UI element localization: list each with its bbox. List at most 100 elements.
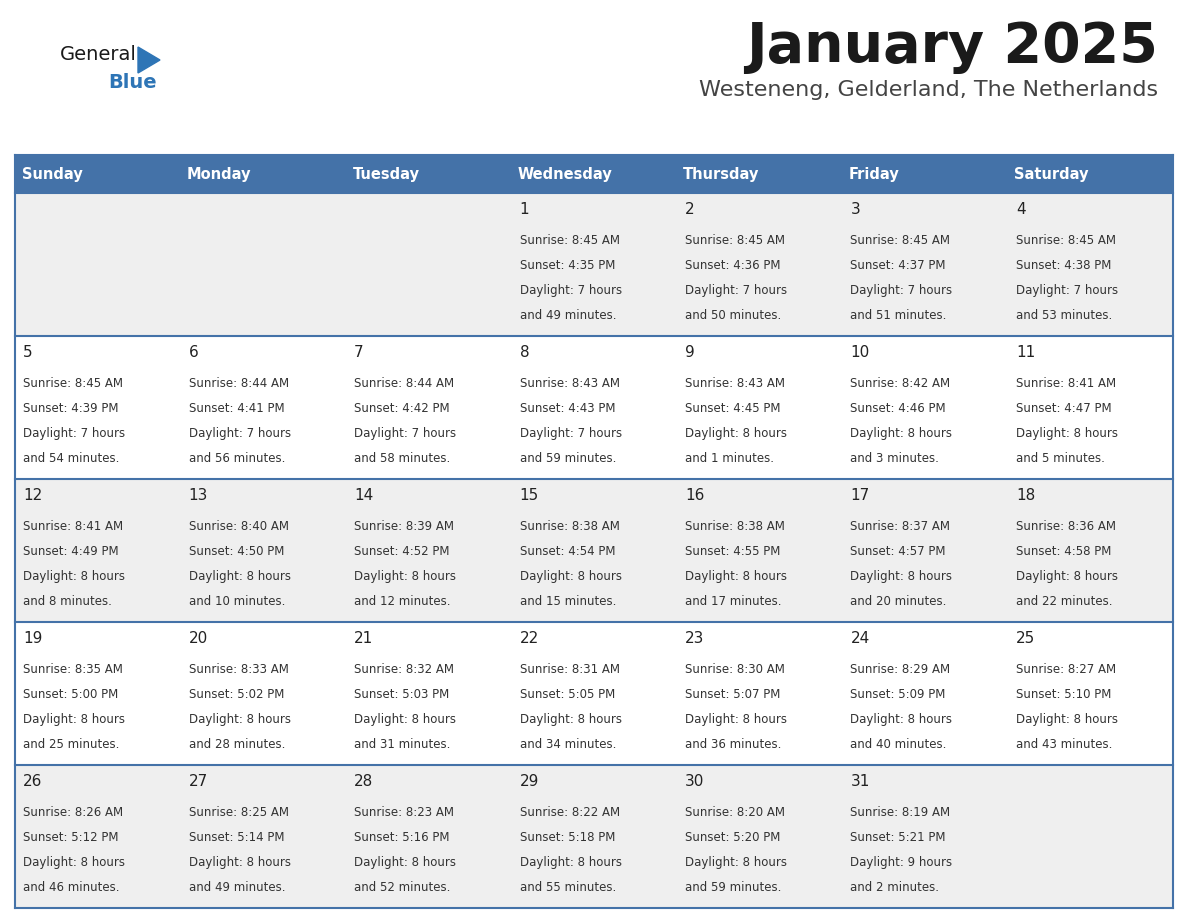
Text: Sunrise: 8:40 AM: Sunrise: 8:40 AM — [189, 521, 289, 533]
Text: Sunset: 4:38 PM: Sunset: 4:38 PM — [1016, 259, 1111, 272]
Text: Monday: Monday — [187, 166, 252, 182]
Text: Daylight: 8 hours: Daylight: 8 hours — [24, 713, 125, 726]
Text: Sunrise: 8:45 AM: Sunrise: 8:45 AM — [851, 234, 950, 247]
Text: and 5 minutes.: and 5 minutes. — [1016, 453, 1105, 465]
Text: 11: 11 — [1016, 344, 1035, 360]
Text: and 58 minutes.: and 58 minutes. — [354, 453, 450, 465]
Text: 30: 30 — [685, 774, 704, 789]
Text: Sunrise: 8:39 AM: Sunrise: 8:39 AM — [354, 521, 454, 533]
Text: 26: 26 — [24, 774, 43, 789]
Text: Sunrise: 8:45 AM: Sunrise: 8:45 AM — [24, 377, 124, 390]
Text: and 15 minutes.: and 15 minutes. — [519, 595, 615, 609]
Text: Daylight: 8 hours: Daylight: 8 hours — [24, 570, 125, 583]
Text: Daylight: 7 hours: Daylight: 7 hours — [851, 285, 953, 297]
Text: Daylight: 7 hours: Daylight: 7 hours — [1016, 285, 1118, 297]
Text: Tuesday: Tuesday — [353, 166, 419, 182]
Text: Sunset: 4:45 PM: Sunset: 4:45 PM — [685, 402, 781, 415]
Text: Sunrise: 8:27 AM: Sunrise: 8:27 AM — [1016, 663, 1116, 677]
Text: Sunrise: 8:45 AM: Sunrise: 8:45 AM — [1016, 234, 1116, 247]
Polygon shape — [138, 47, 160, 73]
Text: 12: 12 — [24, 487, 43, 502]
Text: and 31 minutes.: and 31 minutes. — [354, 738, 450, 751]
Text: Daylight: 8 hours: Daylight: 8 hours — [24, 856, 125, 869]
Text: Sunset: 5:14 PM: Sunset: 5:14 PM — [189, 831, 284, 845]
Text: Sunrise: 8:22 AM: Sunrise: 8:22 AM — [519, 806, 620, 819]
Text: General: General — [61, 45, 137, 64]
Text: 17: 17 — [851, 487, 870, 502]
Text: Sunset: 5:05 PM: Sunset: 5:05 PM — [519, 688, 615, 701]
Text: 16: 16 — [685, 487, 704, 502]
Text: January 2025: January 2025 — [746, 20, 1158, 74]
Text: 18: 18 — [1016, 487, 1035, 502]
Text: Sunrise: 8:41 AM: Sunrise: 8:41 AM — [24, 521, 124, 533]
Bar — [15, 193, 1173, 336]
Text: Daylight: 8 hours: Daylight: 8 hours — [519, 713, 621, 726]
Text: and 51 minutes.: and 51 minutes. — [851, 309, 947, 322]
Text: Daylight: 8 hours: Daylight: 8 hours — [1016, 713, 1118, 726]
Text: Sunrise: 8:36 AM: Sunrise: 8:36 AM — [1016, 521, 1116, 533]
Text: Daylight: 8 hours: Daylight: 8 hours — [189, 713, 291, 726]
Bar — [15, 155, 1173, 193]
Text: and 12 minutes.: and 12 minutes. — [354, 595, 450, 609]
Text: and 1 minutes.: and 1 minutes. — [685, 453, 775, 465]
Text: Sunset: 4:39 PM: Sunset: 4:39 PM — [24, 402, 119, 415]
Text: 1: 1 — [519, 202, 529, 217]
Text: Daylight: 8 hours: Daylight: 8 hours — [519, 570, 621, 583]
Text: Sunset: 5:12 PM: Sunset: 5:12 PM — [24, 831, 119, 845]
Text: 15: 15 — [519, 487, 539, 502]
Text: Daylight: 7 hours: Daylight: 7 hours — [354, 427, 456, 440]
Text: Daylight: 7 hours: Daylight: 7 hours — [189, 427, 291, 440]
Text: Sunrise: 8:32 AM: Sunrise: 8:32 AM — [354, 663, 454, 677]
Text: Sunrise: 8:31 AM: Sunrise: 8:31 AM — [519, 663, 620, 677]
Text: 6: 6 — [189, 344, 198, 360]
Text: and 50 minutes.: and 50 minutes. — [685, 309, 782, 322]
Text: Sunset: 5:09 PM: Sunset: 5:09 PM — [851, 688, 946, 701]
Text: Sunrise: 8:38 AM: Sunrise: 8:38 AM — [519, 521, 619, 533]
Text: and 2 minutes.: and 2 minutes. — [851, 881, 940, 894]
Text: and 54 minutes.: and 54 minutes. — [24, 453, 120, 465]
Text: Sunset: 4:36 PM: Sunset: 4:36 PM — [685, 259, 781, 272]
Text: Sunset: 4:57 PM: Sunset: 4:57 PM — [851, 545, 946, 558]
Text: Daylight: 8 hours: Daylight: 8 hours — [1016, 570, 1118, 583]
Text: Sunset: 5:00 PM: Sunset: 5:00 PM — [24, 688, 119, 701]
Text: Sunset: 5:18 PM: Sunset: 5:18 PM — [519, 831, 615, 845]
Text: Sunrise: 8:35 AM: Sunrise: 8:35 AM — [24, 663, 124, 677]
Text: 5: 5 — [24, 344, 33, 360]
Text: and 59 minutes.: and 59 minutes. — [685, 881, 782, 894]
Text: and 49 minutes.: and 49 minutes. — [519, 309, 617, 322]
Text: Daylight: 7 hours: Daylight: 7 hours — [685, 285, 788, 297]
Text: Sunrise: 8:38 AM: Sunrise: 8:38 AM — [685, 521, 785, 533]
Text: Sunrise: 8:23 AM: Sunrise: 8:23 AM — [354, 806, 454, 819]
Text: and 34 minutes.: and 34 minutes. — [519, 738, 615, 751]
Text: and 36 minutes.: and 36 minutes. — [685, 738, 782, 751]
Bar — [15, 336, 1173, 479]
Text: Thursday: Thursday — [683, 166, 759, 182]
Text: Sunset: 4:43 PM: Sunset: 4:43 PM — [519, 402, 615, 415]
Text: Daylight: 8 hours: Daylight: 8 hours — [189, 570, 291, 583]
Text: and 59 minutes.: and 59 minutes. — [519, 453, 615, 465]
Text: 21: 21 — [354, 631, 373, 645]
Text: Daylight: 8 hours: Daylight: 8 hours — [685, 570, 786, 583]
Text: Daylight: 8 hours: Daylight: 8 hours — [851, 427, 953, 440]
Text: Sunset: 5:03 PM: Sunset: 5:03 PM — [354, 688, 449, 701]
Text: Sunrise: 8:41 AM: Sunrise: 8:41 AM — [1016, 377, 1116, 390]
Text: 28: 28 — [354, 774, 373, 789]
Text: Daylight: 9 hours: Daylight: 9 hours — [851, 856, 953, 869]
Bar — [15, 765, 1173, 908]
Text: 8: 8 — [519, 344, 529, 360]
Text: Sunset: 4:35 PM: Sunset: 4:35 PM — [519, 259, 615, 272]
Text: and 25 minutes.: and 25 minutes. — [24, 738, 120, 751]
Text: 22: 22 — [519, 631, 539, 645]
Text: Sunrise: 8:30 AM: Sunrise: 8:30 AM — [685, 663, 785, 677]
Text: 7: 7 — [354, 344, 364, 360]
Text: and 43 minutes.: and 43 minutes. — [1016, 738, 1112, 751]
Text: 29: 29 — [519, 774, 539, 789]
Text: Sunrise: 8:33 AM: Sunrise: 8:33 AM — [189, 663, 289, 677]
Text: Sunset: 5:21 PM: Sunset: 5:21 PM — [851, 831, 946, 845]
Text: Sunset: 4:54 PM: Sunset: 4:54 PM — [519, 545, 615, 558]
Text: Daylight: 8 hours: Daylight: 8 hours — [189, 856, 291, 869]
Text: 3: 3 — [851, 202, 860, 217]
Text: Daylight: 8 hours: Daylight: 8 hours — [685, 856, 786, 869]
Text: Sunrise: 8:43 AM: Sunrise: 8:43 AM — [519, 377, 620, 390]
Text: 14: 14 — [354, 487, 373, 502]
